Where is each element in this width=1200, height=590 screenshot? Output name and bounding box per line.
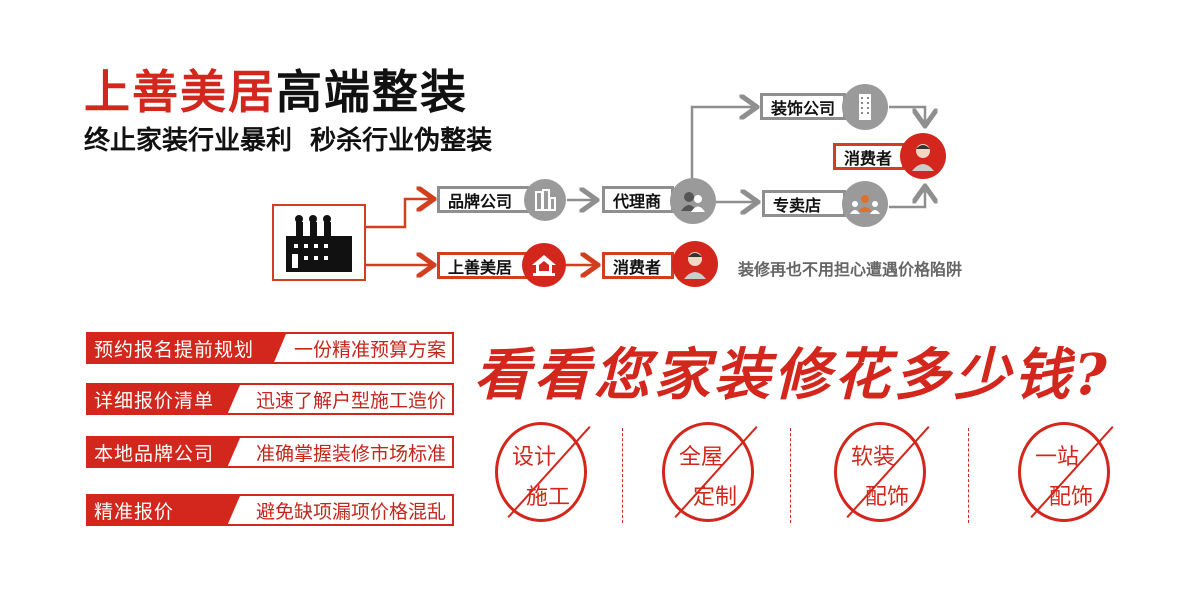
- feature-row: 详细报价清单 迅速了解户型施工造价: [86, 383, 454, 415]
- cost-headline: 看看您家装修花多少钱?: [474, 342, 1111, 408]
- node-label: 消费者: [844, 148, 893, 168]
- node-label: 上善美居: [448, 257, 513, 277]
- stamp-bottom: 配饰: [1049, 485, 1094, 510]
- person-icon: [672, 241, 718, 287]
- feature-label: 精准报价: [88, 496, 240, 524]
- feature-value: 一份精准预算方案: [293, 338, 446, 361]
- slogan: 终止家装行业暴利 秒杀行业伪整装: [84, 126, 493, 156]
- feature-row: 预约报名提前规划 一份精准预算方案: [86, 332, 454, 364]
- stamp-top: 设计: [512, 445, 557, 470]
- feature-value: 准确掌握装修市场标准: [255, 442, 446, 465]
- node-decoration-company: 装饰公司: [760, 93, 846, 120]
- group-icon: [842, 181, 888, 227]
- price-trap-note: 装修再也不用担心遭遇价格陷阱: [738, 260, 963, 279]
- stamp-bottom: 施工: [526, 485, 571, 510]
- node-consumer-bottom: 消费者: [602, 252, 674, 279]
- stamp-soft-furnishing: 软装 配饰: [834, 422, 930, 522]
- node-consumer-top: 消费者: [833, 143, 905, 170]
- stamp-one-stop: 一站 配饰: [1018, 422, 1114, 522]
- node-label: 消费者: [613, 257, 662, 277]
- feature-value: 迅速了解户型施工造价: [255, 389, 446, 412]
- factory-box: [272, 204, 366, 281]
- gray-connectors: [567, 107, 925, 207]
- red-connectors: [366, 199, 598, 265]
- dashed-divider: [968, 428, 969, 523]
- node-shanshan: 上善美居: [437, 252, 533, 279]
- stamp-top: 全屋: [679, 445, 724, 470]
- feature-value: 避免缺项漏项价格混乱: [255, 500, 446, 523]
- node-label: 装饰公司: [771, 98, 836, 118]
- title-suffix: 高端整装: [276, 65, 468, 119]
- stamp-whole-house-custom: 全屋 定制: [662, 422, 758, 522]
- stamp-bottom: 定制: [693, 485, 738, 510]
- house-icon: [522, 243, 566, 287]
- feature-row: 精准报价 避免缺项漏项价格混乱: [86, 494, 454, 526]
- node-store: 专卖店: [762, 190, 846, 217]
- stamp-design-construction: 设计 施工: [495, 422, 591, 522]
- stamp-top: 一站: [1035, 445, 1080, 470]
- node-label: 品牌公司: [448, 191, 513, 211]
- feature-row: 本地品牌公司 准确掌握装修市场标准: [86, 436, 454, 468]
- feature-label: 本地品牌公司: [88, 438, 240, 466]
- feature-label: 详细报价清单: [88, 385, 240, 413]
- person-icon: [900, 133, 946, 179]
- node-brand-company: 品牌公司: [437, 186, 533, 213]
- stamp-top: 软装: [851, 445, 896, 470]
- node-label: 专卖店: [773, 195, 822, 215]
- brand-name: 上善美居: [84, 65, 276, 119]
- node-agent: 代理商: [602, 186, 674, 213]
- buildings-icon: [524, 179, 566, 221]
- tower-icon: [842, 84, 888, 130]
- dashed-divider: [790, 428, 791, 523]
- headline-title: 上善美居高端整装: [84, 56, 468, 122]
- stamp-bottom: 配饰: [865, 485, 910, 510]
- factory-icon: [286, 215, 352, 272]
- dashed-divider: [622, 428, 623, 523]
- feature-label: 预约报名提前规划: [88, 334, 286, 362]
- node-label: 代理商: [613, 191, 662, 211]
- people-icon: [670, 178, 716, 224]
